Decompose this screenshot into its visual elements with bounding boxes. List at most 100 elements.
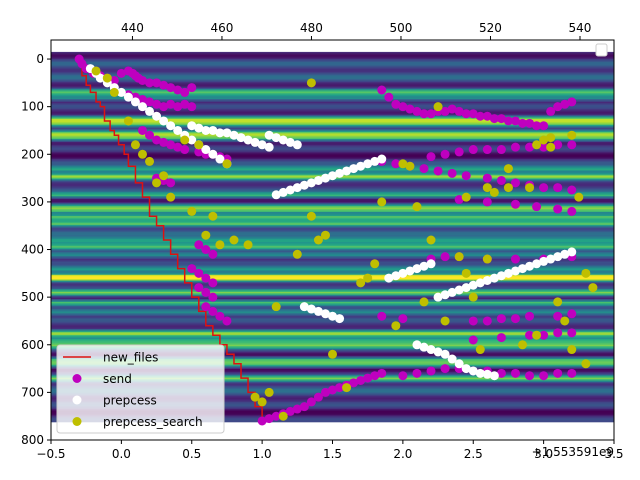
point-send: [426, 152, 436, 162]
heatmap-row: [51, 271, 614, 274]
heatmap-row: [51, 240, 614, 243]
heatmap-row: [51, 213, 614, 216]
heatmap-row: [51, 367, 614, 370]
legend-label: new_files: [103, 351, 158, 365]
heatmap-row: [51, 51, 614, 54]
point-send: [567, 206, 577, 216]
point-prepcess: [454, 359, 464, 369]
heatmap-row: [51, 230, 614, 233]
point-send: [553, 204, 563, 214]
heatmap-row: [51, 336, 614, 339]
heatmap-row: [51, 144, 614, 147]
heatmap-row: [51, 261, 614, 264]
point-send: [349, 378, 359, 388]
top-x-tick-label: 480: [300, 21, 323, 35]
series-line-new_files: [81, 63, 267, 422]
heatmap-row: [51, 134, 614, 137]
point-prepcess: [475, 368, 485, 378]
point-prepcess_search: [215, 240, 225, 250]
point-prepcess_search: [278, 411, 288, 421]
point-send: [468, 335, 478, 345]
heatmap-row: [51, 246, 614, 249]
heatmap-row: [51, 194, 614, 197]
point-prepcess: [116, 87, 126, 97]
heatmap-row: [51, 149, 614, 151]
heatmap-row: [51, 130, 614, 133]
point-prepcess: [278, 187, 288, 197]
heatmap-row: [51, 267, 614, 270]
heatmap-row: [51, 99, 614, 101]
point-prepcess: [567, 247, 577, 257]
point-prepcess_search: [532, 140, 542, 150]
heatmap-row: [51, 304, 614, 307]
point-send: [482, 197, 492, 207]
point-prepcess_search: [503, 183, 513, 193]
point-prepcess: [525, 261, 535, 271]
point-prepcess: [215, 154, 225, 164]
heatmap-row: [51, 417, 614, 420]
point-prepcess: [123, 92, 133, 102]
heatmap-row: [51, 303, 614, 306]
point-prepcess: [553, 252, 563, 262]
heatmap-row: [51, 87, 614, 90]
heatmap-row: [51, 127, 614, 130]
heatmap-row: [51, 414, 614, 417]
point-send: [320, 387, 330, 397]
point-prepcess_search: [313, 235, 323, 245]
new-files-line-layer: [81, 63, 267, 422]
heatmap-row: [51, 289, 614, 291]
point-send: [496, 368, 506, 378]
heatmap-row: [51, 283, 614, 286]
heatmap-row: [51, 257, 614, 260]
point-send: [257, 416, 267, 426]
point-prepcess_search: [166, 192, 176, 202]
heatmap-row: [51, 89, 614, 91]
heatmap-row: [51, 243, 614, 246]
point-send: [440, 252, 450, 262]
point-send: [567, 309, 577, 319]
heatmap-row: [51, 154, 614, 157]
point-prepcess_search: [342, 383, 352, 393]
point-send: [567, 140, 577, 150]
point-send: [447, 168, 457, 178]
x-tick-label: 1.5: [323, 447, 342, 461]
heatmap-row: [51, 136, 614, 139]
point-send: [419, 164, 429, 174]
heatmap-row: [51, 400, 614, 403]
point-send: [553, 328, 563, 338]
point-prepcess_search: [468, 292, 478, 302]
heatmap-row: [51, 277, 614, 280]
point-send: [525, 330, 535, 340]
heatmap-row: [51, 279, 614, 281]
point-send: [461, 171, 471, 181]
point-send: [363, 373, 373, 383]
point-send: [208, 292, 218, 302]
point-send: [194, 240, 204, 250]
heatmap-row: [51, 137, 614, 140]
heatmap-row: [51, 110, 614, 113]
point-prepcess_search: [356, 278, 366, 288]
x-tick-label: 1.0: [253, 447, 272, 461]
point-send: [482, 173, 492, 183]
x-tick-label: 3.5: [604, 447, 623, 461]
x-tick-label: 2.5: [464, 447, 483, 461]
point-send: [194, 147, 204, 157]
point-prepcess: [405, 266, 415, 276]
y-tick-label: 700: [21, 385, 44, 399]
point-send: [468, 316, 478, 326]
x-offset-label: +1.553591e9: [532, 445, 614, 459]
point-prepcess: [187, 121, 197, 131]
point-prepcess_search: [306, 78, 316, 88]
point-prepcess: [489, 273, 499, 283]
point-send: [152, 78, 162, 88]
heatmap-row: [51, 69, 614, 71]
point-prepcess: [370, 156, 380, 166]
point-send: [137, 95, 147, 105]
point-send: [208, 306, 218, 316]
point-prepcess: [419, 342, 429, 352]
heatmap-row: [51, 266, 614, 269]
heatmap-row: [51, 397, 614, 400]
point-send: [412, 368, 422, 378]
heatmap-row: [51, 84, 614, 87]
heatmap-row: [51, 370, 614, 373]
